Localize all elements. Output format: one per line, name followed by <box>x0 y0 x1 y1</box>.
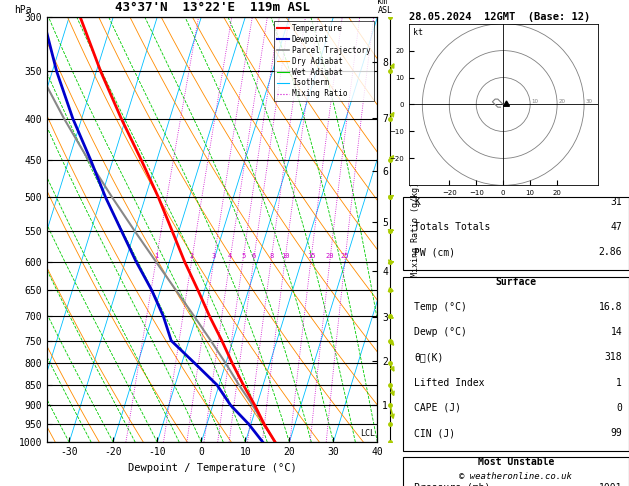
Legend: Temperature, Dewpoint, Parcel Trajectory, Dry Adiabat, Wet Adiabat, Isotherm, Mi: Temperature, Dewpoint, Parcel Trajectory… <box>274 21 374 102</box>
Text: 14: 14 <box>611 327 622 337</box>
Text: 1: 1 <box>616 378 622 388</box>
Text: 99: 99 <box>611 428 622 438</box>
Text: 30: 30 <box>586 99 593 104</box>
Text: Temp (°C): Temp (°C) <box>414 302 467 312</box>
Text: Mixing Ratio (g/kg): Mixing Ratio (g/kg) <box>411 182 420 277</box>
Text: CAPE (J): CAPE (J) <box>414 403 461 413</box>
X-axis label: Dewpoint / Temperature (°C): Dewpoint / Temperature (°C) <box>128 463 297 473</box>
Text: 2: 2 <box>190 253 194 259</box>
Text: 25: 25 <box>341 253 349 259</box>
Text: km
ASL: km ASL <box>377 0 392 15</box>
Text: θᴇ(K): θᴇ(K) <box>414 352 443 363</box>
Text: Dewp (°C): Dewp (°C) <box>414 327 467 337</box>
Text: 1: 1 <box>154 253 159 259</box>
Text: Pressure (mb): Pressure (mb) <box>414 483 490 486</box>
Text: 3: 3 <box>212 253 216 259</box>
Text: Surface: Surface <box>495 277 537 287</box>
Text: 4: 4 <box>228 253 232 259</box>
Text: hPa: hPa <box>14 5 32 15</box>
Text: 1001: 1001 <box>599 483 622 486</box>
Text: 5: 5 <box>241 253 245 259</box>
Text: kt: kt <box>413 29 423 37</box>
Text: Lifted Index: Lifted Index <box>414 378 484 388</box>
Text: 47: 47 <box>611 222 622 232</box>
Text: 8: 8 <box>269 253 274 259</box>
Text: © weatheronline.co.uk: © weatheronline.co.uk <box>459 472 572 481</box>
Bar <box>403 197 629 270</box>
Text: K: K <box>414 197 420 207</box>
Text: 2.86: 2.86 <box>599 247 622 258</box>
Bar <box>403 277 629 451</box>
Text: Totals Totals: Totals Totals <box>414 222 490 232</box>
Text: 15: 15 <box>307 253 315 259</box>
Text: 16.8: 16.8 <box>599 302 622 312</box>
Text: 10: 10 <box>532 99 538 104</box>
Text: 20: 20 <box>326 253 335 259</box>
Text: CIN (J): CIN (J) <box>414 428 455 438</box>
Text: PW (cm): PW (cm) <box>414 247 455 258</box>
Text: 20: 20 <box>559 99 565 104</box>
Title: 43°37'N  13°22'E  119m ASL: 43°37'N 13°22'E 119m ASL <box>114 1 310 15</box>
Text: LCL: LCL <box>360 429 375 438</box>
Text: 318: 318 <box>604 352 622 363</box>
Text: 0: 0 <box>616 403 622 413</box>
Text: 28.05.2024  12GMT  (Base: 12): 28.05.2024 12GMT (Base: 12) <box>409 12 591 22</box>
Bar <box>403 457 629 486</box>
Text: 31: 31 <box>611 197 622 207</box>
Text: 10: 10 <box>281 253 289 259</box>
Text: Most Unstable: Most Unstable <box>477 457 554 468</box>
Text: 6: 6 <box>252 253 256 259</box>
